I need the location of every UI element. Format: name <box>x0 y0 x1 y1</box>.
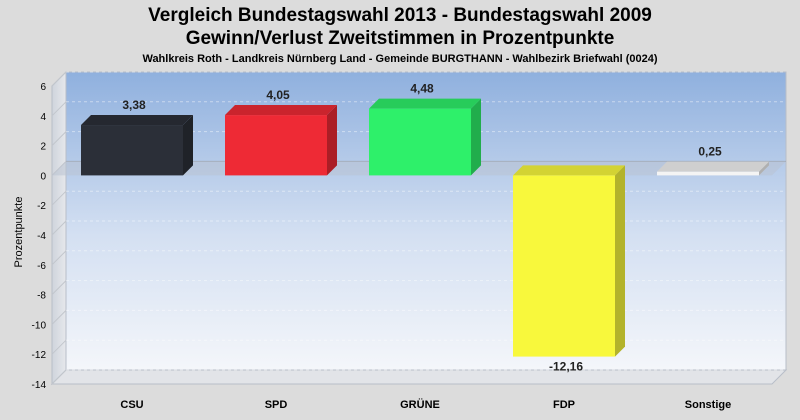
bar-side <box>183 115 193 176</box>
value-label-grüne: 4,48 <box>410 82 434 96</box>
x-tick-label: CSU <box>120 399 143 411</box>
gridline-side <box>51 190 67 206</box>
value-label-fdp: -12,16 <box>549 360 583 374</box>
bar-side <box>615 165 625 357</box>
bar-sonstige <box>657 161 769 176</box>
y-tick-label: -4 <box>37 231 46 242</box>
bar-top <box>513 165 625 176</box>
y-tick-label: 6 <box>40 82 46 93</box>
y-tick-label: -12 <box>32 350 47 361</box>
bar-fdp <box>513 165 625 357</box>
bar-top <box>225 105 337 116</box>
bar-front <box>513 175 615 357</box>
chart-district-info: Wahlkreis Roth - Landkreis Nürnberg Land… <box>142 53 658 65</box>
bar-front <box>225 115 327 176</box>
bar-side <box>759 161 769 176</box>
bars <box>81 98 769 357</box>
gridline-side <box>51 310 67 325</box>
gridline-side <box>51 220 67 236</box>
bar-top <box>81 115 193 126</box>
value-labels: 3,38 4,05 4,48 -12,16 0,25 <box>122 82 722 374</box>
y-tick-label: 0 <box>40 171 46 182</box>
y-tick-label: 4 <box>40 112 46 123</box>
bar-front <box>369 108 471 176</box>
bar-front <box>81 125 183 176</box>
y-tick-label: -8 <box>37 291 46 302</box>
gridline-side <box>51 101 67 117</box>
y-tick-label: -2 <box>37 201 46 212</box>
chart-title: Vergleich Bundestagswahl 2013 - Bundesta… <box>148 5 652 26</box>
y-axis-ticks: 6 4 2 0 -2 -4 -6 -8 -10 -12 -14 <box>32 82 47 391</box>
y-tick-label: -6 <box>37 261 46 272</box>
bar-side <box>471 98 481 176</box>
bar-top <box>657 161 769 172</box>
y-tick-label: 2 <box>40 142 46 153</box>
x-tick-label: GRÜNE <box>400 398 440 411</box>
gridline-side <box>51 71 67 87</box>
bar-side <box>327 105 337 176</box>
bar-grüne <box>369 98 481 176</box>
bar-spd <box>225 105 337 176</box>
chart-header: Vergleich Bundestagswahl 2013 - Bundesta… <box>0 4 800 65</box>
value-label-spd: 4,05 <box>266 88 290 102</box>
y-tick-label: -10 <box>32 320 47 331</box>
bar-top <box>369 98 481 109</box>
value-label-csu: 3,38 <box>122 98 146 112</box>
x-tick-label: Sonstige <box>685 399 731 411</box>
gridline-side <box>51 131 67 146</box>
chart-subtitle: Gewinn/Verlust Zweitstimmen in Prozentpu… <box>185 28 615 49</box>
bar-csu <box>81 115 193 176</box>
gridline-side <box>51 280 67 295</box>
x-axis-categories: CSU SPD GRÜNE FDP Sonstige <box>120 398 731 411</box>
x-tick-label: SPD <box>265 399 288 411</box>
gridline-side <box>51 250 67 266</box>
gridline-side <box>51 339 67 355</box>
y-axis-label: Prozentpunkte <box>13 197 25 268</box>
value-label-sonstige: 0,25 <box>698 145 722 159</box>
gridline-side <box>51 369 67 385</box>
y-tick-label: -14 <box>32 380 47 391</box>
bar-front <box>657 171 759 176</box>
plot-floor <box>50 369 788 385</box>
x-tick-label: FDP <box>553 399 575 411</box>
